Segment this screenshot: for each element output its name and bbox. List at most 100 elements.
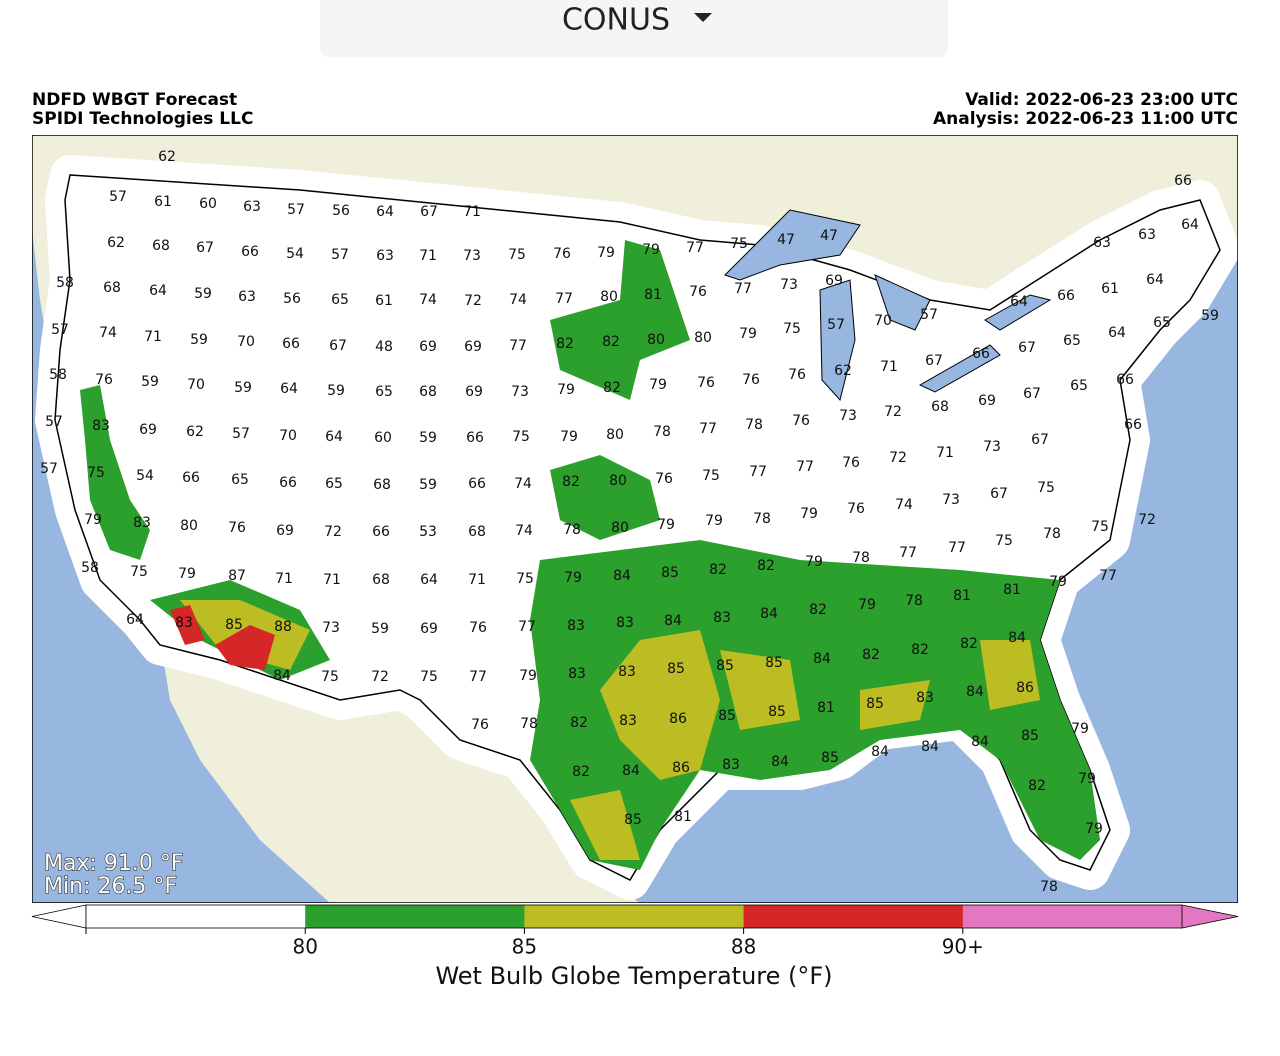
station-value: 75 (87, 465, 105, 481)
station-value: 79 (560, 429, 578, 445)
station-value: 78 (753, 511, 771, 527)
station-value: 76 (553, 246, 571, 262)
station-value: 82 (570, 715, 588, 731)
colorbar-segment (524, 905, 745, 928)
map: 62 66 57 61 60 63 57 56 64 67 71 62 68 67 66 54 57 63 71 73… (32, 135, 1238, 903)
max-label: Max: 91.0 °F (44, 851, 184, 876)
station-value: 79 (1049, 574, 1067, 590)
station-value: 70 (187, 377, 205, 393)
station-value: 78 (905, 593, 923, 609)
dropdown-arrow[interactable] (694, 13, 712, 22)
station-value: 75 (702, 468, 720, 484)
station-value: 76 (697, 375, 715, 391)
station-value: 73 (983, 439, 1001, 455)
station-value: 82 (757, 558, 775, 574)
station-value: 66 (466, 430, 484, 446)
station-value: 82 (911, 642, 929, 658)
station-value: 82 (1028, 778, 1046, 794)
station-value: 58 (56, 275, 74, 291)
station-value: 67 (1031, 432, 1049, 448)
station-value: 72 (1138, 512, 1156, 528)
station-value: 48 (375, 339, 393, 355)
station-value: 85 (821, 750, 839, 766)
station-value: 84 (971, 734, 989, 750)
station-value: 84 (871, 744, 889, 760)
station-value: 85 (661, 565, 679, 581)
station-value: 77 (749, 464, 767, 480)
dropdown-label[interactable]: CONUS (562, 3, 670, 38)
station-value: 59 (419, 477, 437, 493)
station-value: 77 (899, 545, 917, 561)
station-value: 75 (321, 669, 339, 685)
station-value: 66 (1124, 417, 1142, 433)
station-value: 71 (880, 359, 898, 375)
station-value: 57 (232, 426, 250, 442)
station-value: 71 (419, 248, 437, 264)
station-value: 80 (694, 330, 712, 346)
station-value: 68 (373, 477, 391, 493)
station-value: 81 (674, 809, 692, 825)
station-value: 84 (1008, 630, 1026, 646)
station-value: 69 (464, 339, 482, 355)
station-value: 78 (745, 417, 763, 433)
station-value: 64 (325, 429, 343, 445)
station-value: 86 (672, 760, 690, 776)
station-value: 79 (1071, 721, 1089, 737)
station-value: 77 (1099, 568, 1117, 584)
station-value: 67 (1018, 340, 1036, 356)
station-value: 65 (1063, 333, 1081, 349)
station-value: 84 (921, 739, 939, 755)
station-value: 80 (609, 473, 627, 489)
station-value: 84 (813, 651, 831, 667)
station-value: 76 (792, 413, 810, 429)
station-value: 72 (889, 450, 907, 466)
station-value: 60 (199, 196, 217, 212)
station-value: 82 (603, 380, 621, 396)
station-value: 64 (376, 204, 394, 220)
colorbar-frame (85, 904, 1183, 929)
station-value: 76 (788, 367, 806, 383)
station-value: 76 (471, 717, 489, 733)
station-value: 84 (760, 606, 778, 622)
station-value: 73 (780, 277, 798, 293)
station-value: 59 (190, 332, 208, 348)
station-value: 77 (509, 338, 527, 354)
dropdown-box[interactable] (320, 0, 948, 57)
station-value: 63 (238, 289, 256, 305)
station-value: 66 (372, 524, 390, 540)
station-value: 77 (699, 421, 717, 437)
colorbar: Wet Bulb Globe Temperature (°F) 80 85 88 90… (31, 904, 1239, 990)
station-value: 78 (1040, 879, 1058, 895)
station-value: 75 (783, 321, 801, 337)
station-value: 62 (107, 235, 125, 251)
station-value: 73 (942, 492, 960, 508)
station-value: 79 (642, 242, 660, 258)
colorbar-extend-high (1181, 904, 1239, 929)
station-value: 84 (273, 668, 291, 684)
station-value: 79 (519, 668, 537, 684)
station-value: 63 (1138, 227, 1156, 243)
station-value: 74 (99, 325, 117, 341)
station-value: 82 (602, 334, 620, 350)
station-value: 68 (468, 524, 486, 540)
station-value: 57 (45, 414, 63, 430)
station-value: 67 (329, 338, 347, 354)
station-value: 83 (92, 418, 110, 434)
station-value: 69 (825, 273, 843, 289)
station-value: 77 (518, 619, 536, 635)
station-value: 59 (234, 380, 252, 396)
station-value: 65 (331, 292, 349, 308)
station-value: 47 (777, 232, 795, 248)
station-value: 57 (109, 189, 127, 205)
region-dropdown[interactable]: CONUS (320, 0, 948, 57)
station-value: 80 (180, 518, 198, 534)
station-value: 76 (95, 372, 113, 388)
colorbar-segment (86, 905, 306, 928)
station-value: 78 (1043, 526, 1061, 542)
station-value: 82 (562, 474, 580, 490)
station-value: 78 (563, 522, 581, 538)
station-value: 63 (376, 248, 394, 264)
station-value: 62 (186, 424, 204, 440)
station-value: 68 (372, 572, 390, 588)
station-value: 63 (1093, 235, 1111, 251)
